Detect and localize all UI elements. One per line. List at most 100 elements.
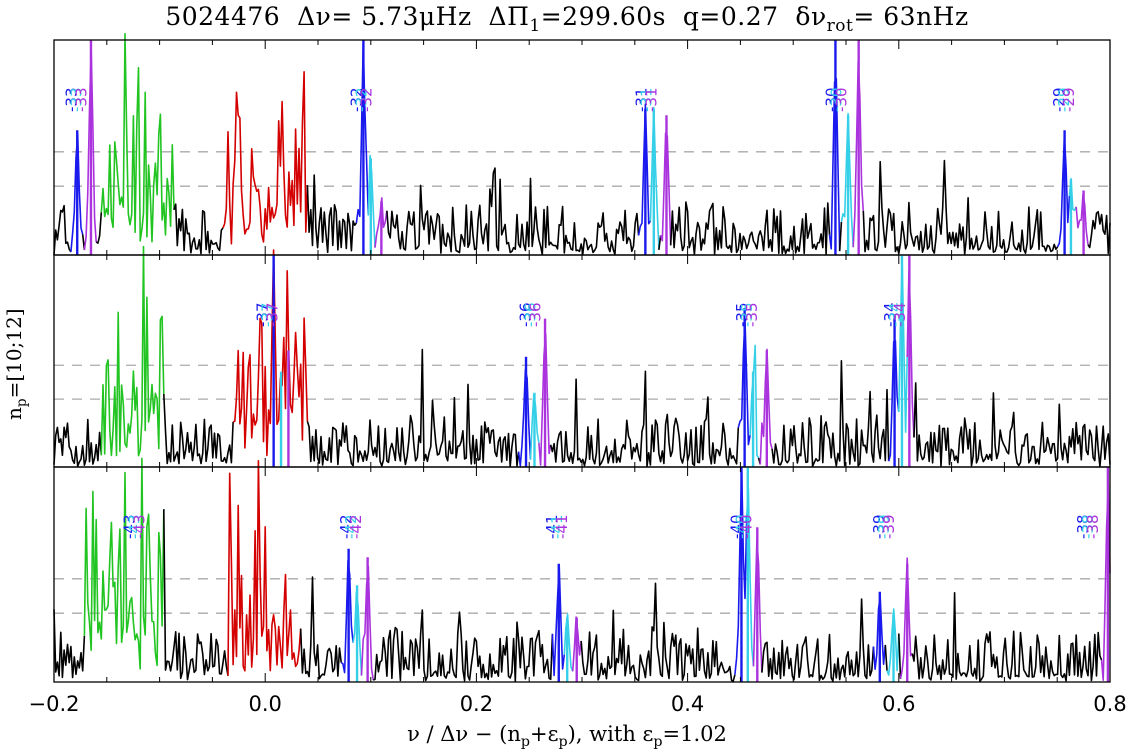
spectrum-m_zero <box>563 613 574 672</box>
mode-order-label: -35 <box>738 303 756 328</box>
spectrum-l2 <box>83 457 165 670</box>
mode-order-label: -40 <box>733 515 751 540</box>
spectrum-spectrum <box>53 204 72 255</box>
spectrum-spectrum <box>658 235 662 250</box>
mode-order-label: -41 <box>553 515 571 540</box>
xlabel-sub3: p <box>653 733 663 750</box>
x-tick-label: 0.0 <box>248 692 281 716</box>
mode-order-label: -35 <box>733 303 751 328</box>
title-rot-value: = 63nHz <box>853 2 969 31</box>
mode-order-label: -37 <box>254 303 272 328</box>
mode-order-label: -42 <box>347 515 365 540</box>
spectrum-spectrum <box>884 644 888 671</box>
mode-order-label: -35 <box>743 303 761 328</box>
title-dpi-label: ΔΠ <box>488 2 530 31</box>
mode-order-label: -40 <box>738 515 756 540</box>
mode-order-label: -39 <box>870 515 888 540</box>
xlabel-sub1: p <box>520 733 531 750</box>
panel-frame-1 <box>53 39 1111 256</box>
title-dnu-label: Δν= <box>297 2 353 31</box>
mode-order-label: -34 <box>891 303 909 328</box>
spectrum-spectrum <box>163 393 234 465</box>
xlabel-end: =1.02 <box>662 722 727 746</box>
mode-order-label: -30 <box>828 88 846 113</box>
spectrum-spectrum <box>53 609 86 679</box>
spectrum-spectrum <box>669 201 831 256</box>
mode-order-label: -32 <box>358 88 376 113</box>
mode-order-label: -39 <box>880 515 898 540</box>
spectrum-m_minus <box>340 559 354 674</box>
spectrum-spectrum <box>163 509 229 681</box>
spectrum-spectrum <box>862 159 1059 255</box>
spectrum-m_minus <box>517 368 532 467</box>
spectrum-spectrum <box>838 221 843 252</box>
mode-order-label: -30 <box>833 88 851 113</box>
xlabel-mid: +ε <box>530 722 559 746</box>
mode-order-label: -38 <box>1079 515 1097 540</box>
mode-order-label: -32 <box>348 88 366 113</box>
title-dnu-value: 5.73μHz <box>352 2 472 31</box>
spectrum-spectrum <box>761 598 875 682</box>
title-rot-label: δν <box>795 2 827 31</box>
mode-order-label: -36 <box>516 303 534 328</box>
title-q: q=0.27 <box>682 2 779 31</box>
mode-order-label: -29 <box>1060 88 1078 113</box>
spectrum-spectrum <box>898 633 902 679</box>
mode-order-label: -42 <box>337 515 355 540</box>
title-dpi-value: =299.60s <box>540 2 666 31</box>
spectrum-spectrum <box>913 382 1111 468</box>
spectrum-spectrum <box>1087 210 1111 255</box>
mode-order-label: -38 <box>1084 515 1102 540</box>
panel-1: -33-33-33 -32-32-32 -31-31-31 -30-30-30 -29-… <box>53 32 1111 256</box>
spectrum-l0 <box>232 249 309 457</box>
mode-order-label: -43 <box>120 515 138 540</box>
mode-order-label: -34 <box>886 303 904 328</box>
title-rot-sub: rot <box>826 15 854 36</box>
title-dpi-sub: 1 <box>529 15 541 36</box>
xlabel-sub2: p <box>558 733 568 750</box>
x-axis-title: ν / Δν − (np+εp), with εp=1.02 <box>0 722 1134 750</box>
mode-order-label: -32 <box>353 88 371 113</box>
spectrum-m_plus <box>1075 193 1089 245</box>
spectrum-l0 <box>222 71 309 245</box>
mode-order-label: -41 <box>543 515 561 540</box>
mode-order-label: -43 <box>125 515 143 540</box>
mode-order-label: -33 <box>62 88 80 113</box>
spectrum-spectrum <box>580 582 736 683</box>
xlabel-text: ν / Δν − (n <box>407 722 521 746</box>
spectrum-spectrum <box>95 212 103 244</box>
x-tick-label: 0.6 <box>882 692 915 716</box>
x-tick-label: 0.8 <box>1093 692 1126 716</box>
spectrum-spectrum <box>306 174 358 254</box>
title-star-id: 5024476 <box>165 2 281 31</box>
mode-order-label: -31 <box>638 88 656 113</box>
mode-order-label: -33 <box>72 88 90 113</box>
mode-order-label: -40 <box>728 515 746 540</box>
mode-order-label: -41 <box>548 515 566 540</box>
mode-order-label: -43 <box>130 515 148 540</box>
ylabel-sub: p <box>13 398 30 408</box>
mode-order-label: -29 <box>1050 88 1068 113</box>
spectrum-spectrum <box>306 348 520 468</box>
spectrum-spectrum <box>771 359 890 468</box>
x-tick-label: 0.2 <box>460 692 493 716</box>
mode-order-label: -42 <box>342 515 360 540</box>
mode-order-label: -29 <box>1055 88 1073 113</box>
spectrum-l2 <box>100 245 165 457</box>
panel-3: -43-43-43 -42-42-42 -41-41-41 -40-40-40 -39-… <box>53 457 1111 683</box>
spectrum-spectrum <box>386 167 640 256</box>
mode-order-label: -39 <box>875 515 893 540</box>
spectrum-spectrum <box>299 576 342 680</box>
ylabel-main: n <box>2 407 26 420</box>
y-axis-title: np=[10;12] <box>2 308 30 420</box>
spectrum-spectrum <box>173 203 224 255</box>
mode-order-label: -36 <box>526 303 544 328</box>
panel-2: -37-37-37 -36-36-36 -35-35-35 -34-34-34 <box>53 245 1111 468</box>
spectrum-l0 <box>227 459 302 676</box>
x-tick-label: −0.2 <box>29 692 80 716</box>
mode-order-label: -34 <box>881 303 899 328</box>
chart-title: 5024476 Δν= 5.73μHz ΔΠ1=299.60s q=0.27 δ… <box>0 2 1134 36</box>
xlabel-rest: ), with ε <box>567 722 654 746</box>
spectrum-m_zero <box>749 344 760 459</box>
